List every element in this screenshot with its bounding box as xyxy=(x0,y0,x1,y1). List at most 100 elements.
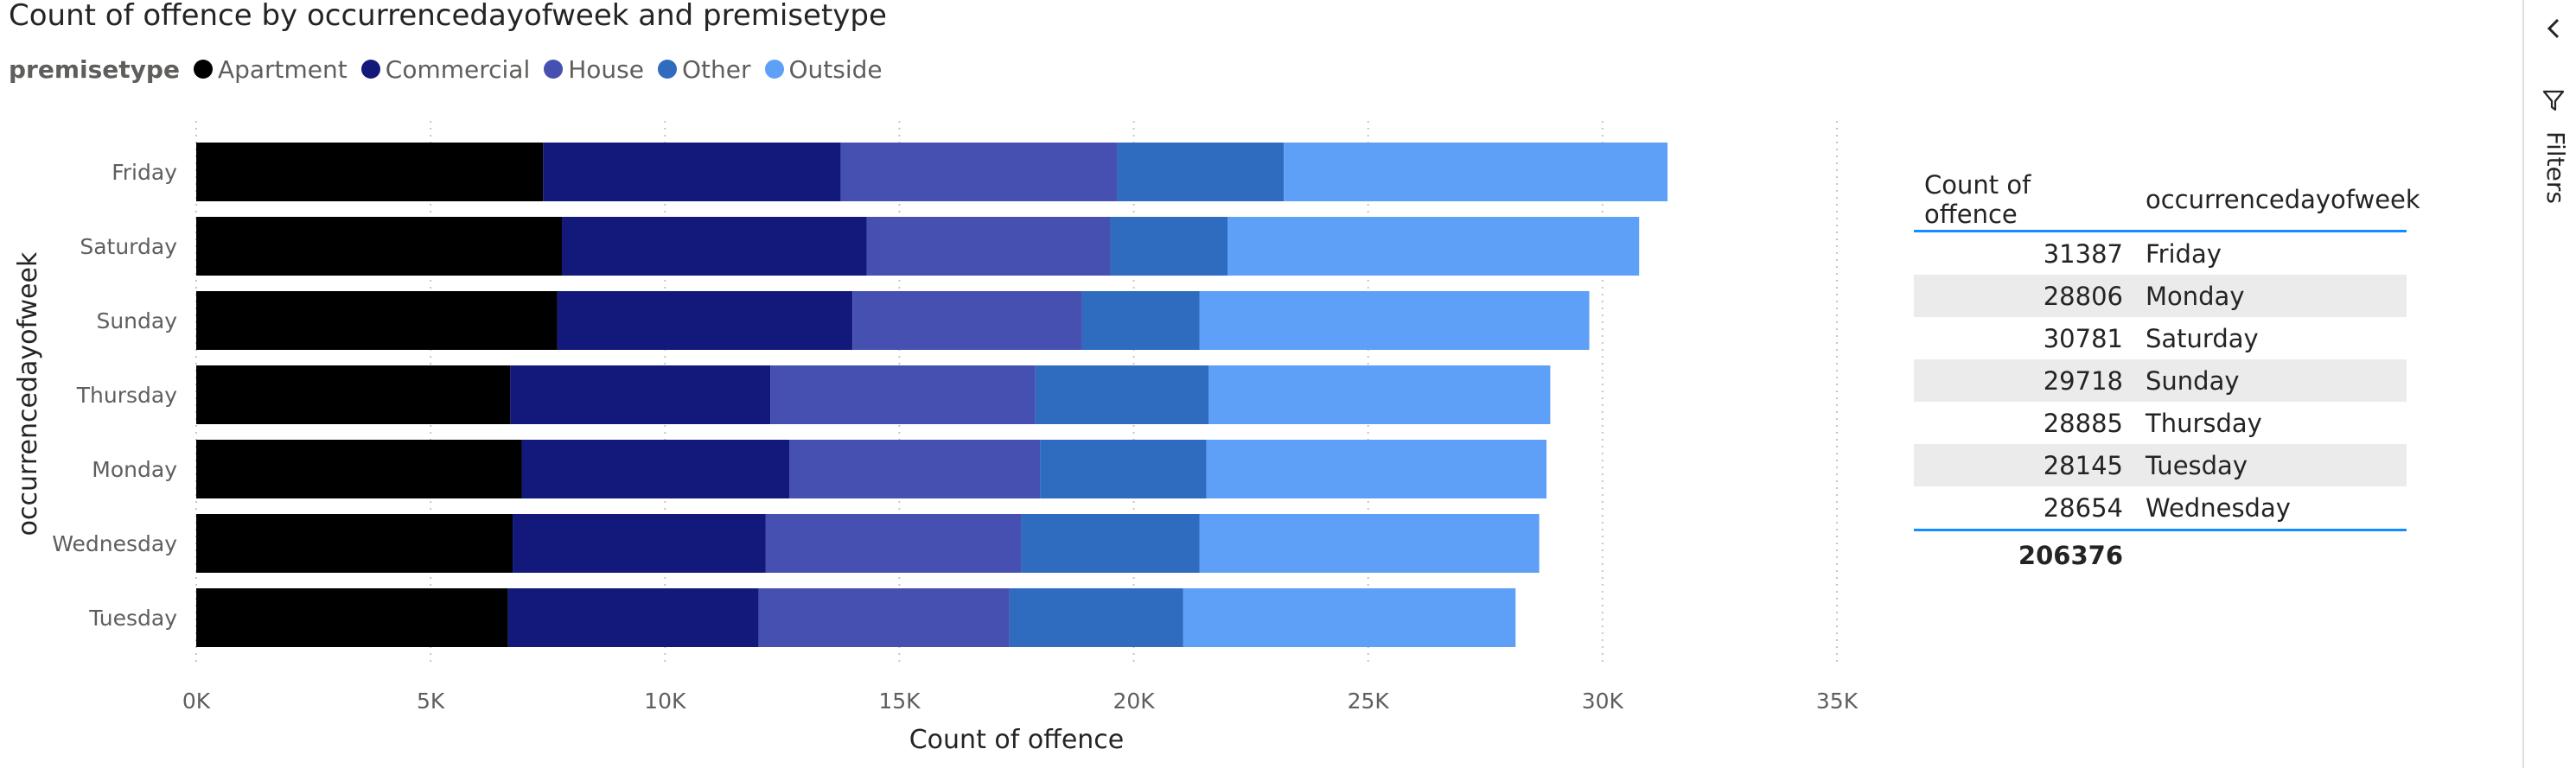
table-cell-count: 29718 xyxy=(2043,365,2123,396)
legend-item-commercial[interactable]: Commercial xyxy=(360,54,531,84)
legend-label: Other xyxy=(681,54,751,84)
x-tick-label: 35K xyxy=(1816,689,1859,714)
bar-segment-commercial-friday[interactable] xyxy=(543,143,841,201)
bar-segment-commercial-monday[interactable] xyxy=(521,440,789,498)
bar-segment-apartment-wednesday[interactable] xyxy=(196,514,513,573)
bar-segment-outside-friday[interactable] xyxy=(1284,143,1668,201)
y-axis-title: occurrencedayofweek xyxy=(13,251,43,536)
x-tick-label: 10K xyxy=(644,689,686,714)
x-tick-label: 5K xyxy=(417,689,445,714)
legend-swatch xyxy=(544,60,564,79)
bar-segment-other-monday[interactable] xyxy=(1040,440,1207,498)
y-tick-label: Monday xyxy=(92,457,177,482)
table-row: 29718 Sunday xyxy=(1914,359,2407,402)
legend-label: House xyxy=(568,54,644,84)
column-header-day[interactable]: occurrencedayofweek xyxy=(2146,185,2420,214)
x-axis-title: Count of offence xyxy=(909,725,1125,755)
table-cell-day: Friday xyxy=(2146,238,2222,269)
data-table: Count of offence occurrencedayofweek 313… xyxy=(1914,169,2420,580)
bar-segment-house-saturday[interactable] xyxy=(866,217,1111,276)
bar-segment-outside-sunday[interactable] xyxy=(1199,291,1590,350)
chart-legend: premisetype Apartment Commercial House O… xyxy=(9,54,896,85)
bar-segment-commercial-wednesday[interactable] xyxy=(513,514,766,573)
bars xyxy=(196,143,1668,647)
x-axis-labels: 0K 5K 10K 15K 20K 25K 30K 35K xyxy=(182,689,1859,714)
table-row: 28806 Monday xyxy=(1914,275,2407,317)
table-total-row: 206376 xyxy=(1914,529,2407,580)
legend-swatch xyxy=(360,60,380,79)
bar-segment-house-sunday[interactable] xyxy=(852,291,1082,350)
bar-segment-other-wednesday[interactable] xyxy=(1021,514,1200,573)
bar-segment-other-thursday[interactable] xyxy=(1035,365,1209,424)
y-tick-label: Sunday xyxy=(96,308,177,333)
table-total-value: 206376 xyxy=(2018,541,2123,570)
table-cell-count: 28145 xyxy=(2043,450,2123,480)
x-tick-label: 30K xyxy=(1582,689,1624,714)
bar-segment-house-tuesday[interactable] xyxy=(758,588,1010,647)
table-row: 28654 Wednesday xyxy=(1914,486,2407,529)
x-tick-label: 25K xyxy=(1348,689,1390,714)
bar-segment-apartment-thursday[interactable] xyxy=(196,365,511,424)
stacked-bar-chart: Friday Saturday Sunday Thursday Monday Wednes… xyxy=(13,121,1859,755)
bar-segment-apartment-monday[interactable] xyxy=(196,440,522,498)
bar-segment-other-saturday[interactable] xyxy=(1110,217,1228,276)
filters-label[interactable]: Filters xyxy=(2541,131,2570,204)
bar-segment-apartment-sunday[interactable] xyxy=(196,291,558,350)
table-cell-day: Monday xyxy=(2146,281,2245,311)
legend-label: Outside xyxy=(788,54,883,84)
legend-item-house[interactable]: House xyxy=(544,55,644,84)
legend-item-other[interactable]: Other xyxy=(657,54,751,84)
y-tick-label: Saturday xyxy=(80,234,177,259)
chart-title: Count of offence by occurrencedayofweek … xyxy=(9,0,887,33)
bar-segment-outside-saturday[interactable] xyxy=(1227,217,1640,276)
bar-segment-outside-tuesday[interactable] xyxy=(1183,588,1516,647)
bar-segment-apartment-saturday[interactable] xyxy=(196,217,562,276)
table-cell-day: Tuesday xyxy=(2146,450,2248,480)
chevron-left-icon[interactable] xyxy=(2543,16,2564,41)
bar-segment-outside-thursday[interactable] xyxy=(1208,365,1551,424)
funnel-icon[interactable] xyxy=(2541,88,2566,112)
bar-segment-commercial-thursday[interactable] xyxy=(510,365,771,424)
bar-segment-house-friday[interactable] xyxy=(840,143,1118,201)
column-header-count[interactable]: Count of offence xyxy=(1924,170,2031,229)
filters-pane: Filters xyxy=(2522,0,2576,768)
legend-label: Apartment xyxy=(217,54,348,84)
legend-item-apartment[interactable]: Apartment xyxy=(193,54,348,84)
bar-segment-house-wednesday[interactable] xyxy=(765,514,1022,573)
table-header: Count of offence occurrencedayofweek xyxy=(1914,169,2420,232)
y-tick-label: Tuesday xyxy=(88,606,177,631)
legend-swatch xyxy=(193,60,213,79)
table-cell-day: Wednesday xyxy=(2146,492,2291,523)
table-cell-count: 28806 xyxy=(2043,281,2123,311)
y-tick-label: Wednesday xyxy=(52,531,177,556)
x-tick-label: 20K xyxy=(1113,689,1155,714)
table-row: 28885 Thursday xyxy=(1914,402,2407,444)
bar-segment-apartment-friday[interactable] xyxy=(196,143,544,201)
table-cell-count: 28885 xyxy=(2043,408,2123,438)
y-tick-label: Thursday xyxy=(76,383,177,408)
bar-segment-commercial-sunday[interactable] xyxy=(557,291,853,350)
bar-segment-house-thursday[interactable] xyxy=(770,365,1036,424)
bar-segment-house-monday[interactable] xyxy=(788,440,1041,498)
x-tick-label: 0K xyxy=(182,689,211,714)
bar-segment-outside-wednesday[interactable] xyxy=(1199,514,1540,573)
table-row: 30781 Saturday xyxy=(1914,317,2407,359)
table-cell-day: Saturday xyxy=(2146,323,2259,353)
bar-segment-other-tuesday[interactable] xyxy=(1009,588,1183,647)
table-cell-day: Sunday xyxy=(2146,365,2240,396)
legend-item-outside[interactable]: Outside xyxy=(764,54,883,84)
bar-segment-commercial-saturday[interactable] xyxy=(561,217,867,276)
x-tick-label: 15K xyxy=(878,689,921,714)
bar-segment-other-friday[interactable] xyxy=(1117,143,1285,201)
table-row: 31387 Friday xyxy=(1914,232,2407,275)
bar-segment-commercial-tuesday[interactable] xyxy=(507,588,759,647)
bar-segment-other-sunday[interactable] xyxy=(1081,291,1200,350)
legend-label: Commercial xyxy=(385,54,531,84)
table-cell-count: 31387 xyxy=(2043,238,2123,269)
legend-swatch xyxy=(764,60,784,79)
legend-swatch xyxy=(657,60,677,79)
y-tick-label: Friday xyxy=(112,160,177,185)
table-cell-day: Thursday xyxy=(2146,408,2262,438)
bar-segment-apartment-tuesday[interactable] xyxy=(196,588,508,647)
bar-segment-outside-monday[interactable] xyxy=(1206,440,1547,498)
